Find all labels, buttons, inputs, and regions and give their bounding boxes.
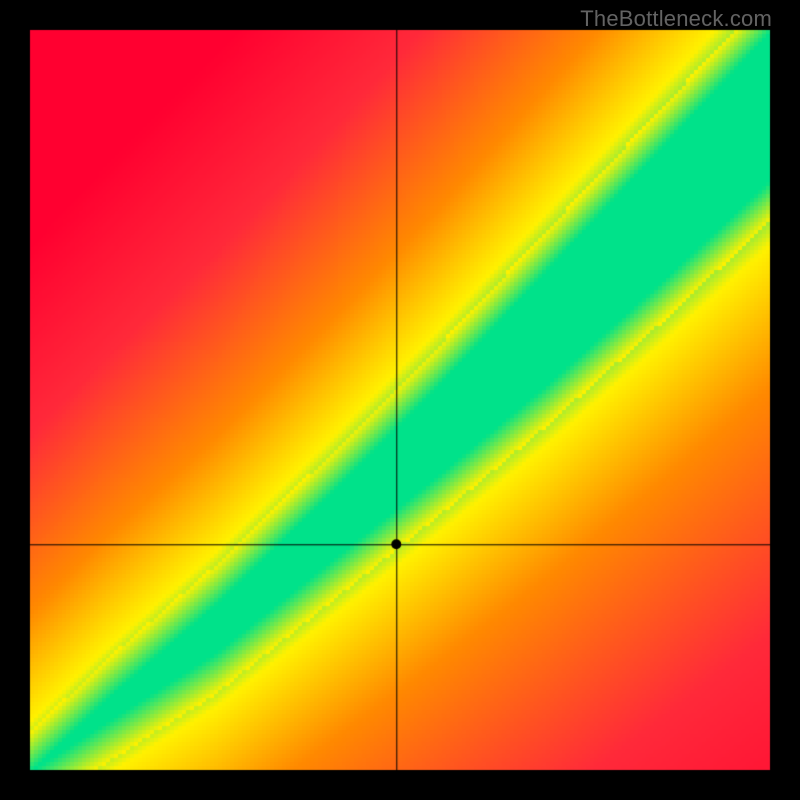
- chart-container: TheBottleneck.com: [0, 0, 800, 800]
- bottleneck-heatmap: [0, 0, 800, 800]
- watermark-text: TheBottleneck.com: [580, 6, 772, 32]
